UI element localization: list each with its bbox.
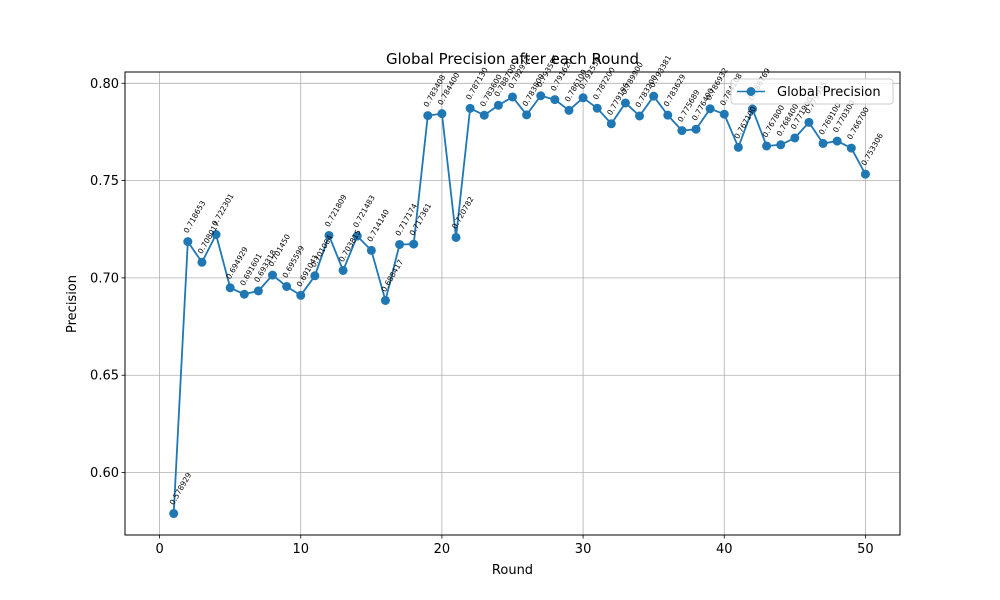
y-tick-label: 0.75 bbox=[90, 174, 119, 189]
x-tick-label: 40 bbox=[716, 542, 733, 557]
data-point bbox=[366, 245, 376, 255]
data-point bbox=[536, 91, 546, 101]
data-point bbox=[380, 295, 390, 305]
data-point bbox=[211, 230, 221, 240]
data-point bbox=[338, 265, 348, 275]
data-point bbox=[409, 239, 419, 249]
x-tick-label: 50 bbox=[857, 542, 874, 557]
data-point bbox=[479, 110, 489, 120]
data-point bbox=[522, 110, 532, 120]
data-point bbox=[183, 237, 193, 247]
series-line-group bbox=[169, 91, 870, 519]
data-point bbox=[578, 93, 588, 103]
data-point bbox=[691, 124, 701, 134]
legend-label: Global Precision bbox=[777, 85, 881, 100]
data-point bbox=[197, 257, 207, 267]
x-tick-label: 20 bbox=[434, 542, 451, 557]
x-tick-label: 10 bbox=[292, 542, 309, 557]
data-point bbox=[550, 95, 560, 105]
data-point bbox=[239, 289, 249, 299]
data-point bbox=[677, 126, 687, 136]
data-point bbox=[790, 133, 800, 143]
data-point bbox=[225, 283, 235, 293]
data-point bbox=[451, 232, 461, 242]
x-axis-label: Round bbox=[492, 563, 533, 578]
x-tick-label: 30 bbox=[575, 542, 592, 557]
data-point bbox=[437, 109, 447, 119]
y-tick-label: 0.70 bbox=[90, 271, 119, 286]
data-point bbox=[169, 509, 179, 519]
legend-box bbox=[730, 78, 894, 105]
data-point bbox=[635, 111, 645, 121]
axis-ticks: 0 10 20 30 40 50 0.60 0.65 0.70 0.75 0.80 bbox=[90, 77, 874, 557]
data-point bbox=[324, 230, 334, 240]
data-point bbox=[804, 117, 814, 127]
data-point bbox=[282, 281, 292, 291]
data-point bbox=[747, 104, 757, 114]
data-point bbox=[564, 105, 574, 115]
data-point bbox=[846, 143, 856, 153]
data-point bbox=[832, 136, 842, 146]
data-point bbox=[719, 109, 729, 119]
legend: Global Precision bbox=[730, 78, 894, 105]
data-point bbox=[818, 138, 828, 148]
chart-title: Global Precision after each Round bbox=[386, 50, 639, 68]
data-point bbox=[268, 270, 278, 280]
x-tick-label: 0 bbox=[155, 542, 163, 557]
data-point bbox=[620, 98, 630, 108]
data-point bbox=[762, 141, 772, 151]
data-point bbox=[296, 290, 306, 300]
data-point bbox=[508, 92, 517, 102]
data-point bbox=[663, 110, 673, 120]
data-point bbox=[310, 271, 320, 281]
data-point bbox=[733, 142, 743, 152]
data-point bbox=[253, 286, 263, 296]
y-tick-label: 0.80 bbox=[90, 77, 119, 92]
y-tick-label: 0.65 bbox=[90, 369, 119, 384]
data-point bbox=[592, 103, 602, 113]
y-tick-label: 0.60 bbox=[90, 466, 119, 481]
data-point bbox=[776, 140, 786, 150]
data-point bbox=[860, 169, 870, 179]
y-axis-label: Precision bbox=[65, 275, 80, 333]
legend-marker-swatch bbox=[746, 87, 756, 96]
plot-frame bbox=[124, 71, 901, 536]
data-point bbox=[705, 104, 715, 114]
data-point bbox=[649, 91, 659, 101]
data-point bbox=[352, 231, 362, 241]
data-point bbox=[423, 111, 433, 121]
data-point bbox=[606, 119, 616, 129]
data-point bbox=[395, 239, 405, 249]
data-point bbox=[465, 103, 475, 113]
data-point bbox=[493, 100, 503, 110]
